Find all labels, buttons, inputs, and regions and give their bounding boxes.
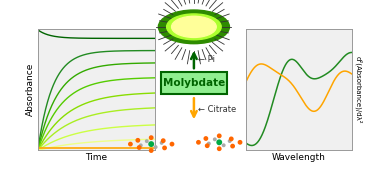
Point [221,144,227,147]
Point [216,141,222,144]
X-axis label: Time: Time [85,153,107,162]
Point [204,144,210,147]
Point [148,143,154,146]
Point [144,140,150,142]
Text: Molybdate: Molybdate [163,78,225,88]
Point [138,144,144,147]
Point [153,146,159,149]
Point [127,143,133,146]
Point [159,141,165,144]
Text: ← Pi: ← Pi [198,55,215,64]
Point [135,139,141,142]
Point [229,145,235,147]
X-axis label: Wavelength: Wavelength [272,153,325,162]
Point [169,143,175,146]
Point [212,138,218,141]
Point [227,140,233,142]
Y-axis label: Absorbance: Absorbance [26,63,35,116]
FancyBboxPatch shape [161,72,227,95]
Point [228,137,234,140]
Point [148,149,154,152]
Point [216,147,222,150]
Point [237,141,243,144]
Point [203,137,209,140]
Point [161,146,167,149]
Point [148,136,154,139]
Text: ← Citrate: ← Citrate [198,105,236,114]
Y-axis label: d²(Absorbance)/dλ²: d²(Absorbance)/dλ² [354,56,362,123]
Point [206,142,212,145]
Point [195,141,201,144]
Point [216,134,222,137]
Point [136,146,142,149]
Point [160,139,166,142]
Circle shape [158,10,229,44]
Circle shape [172,16,216,37]
